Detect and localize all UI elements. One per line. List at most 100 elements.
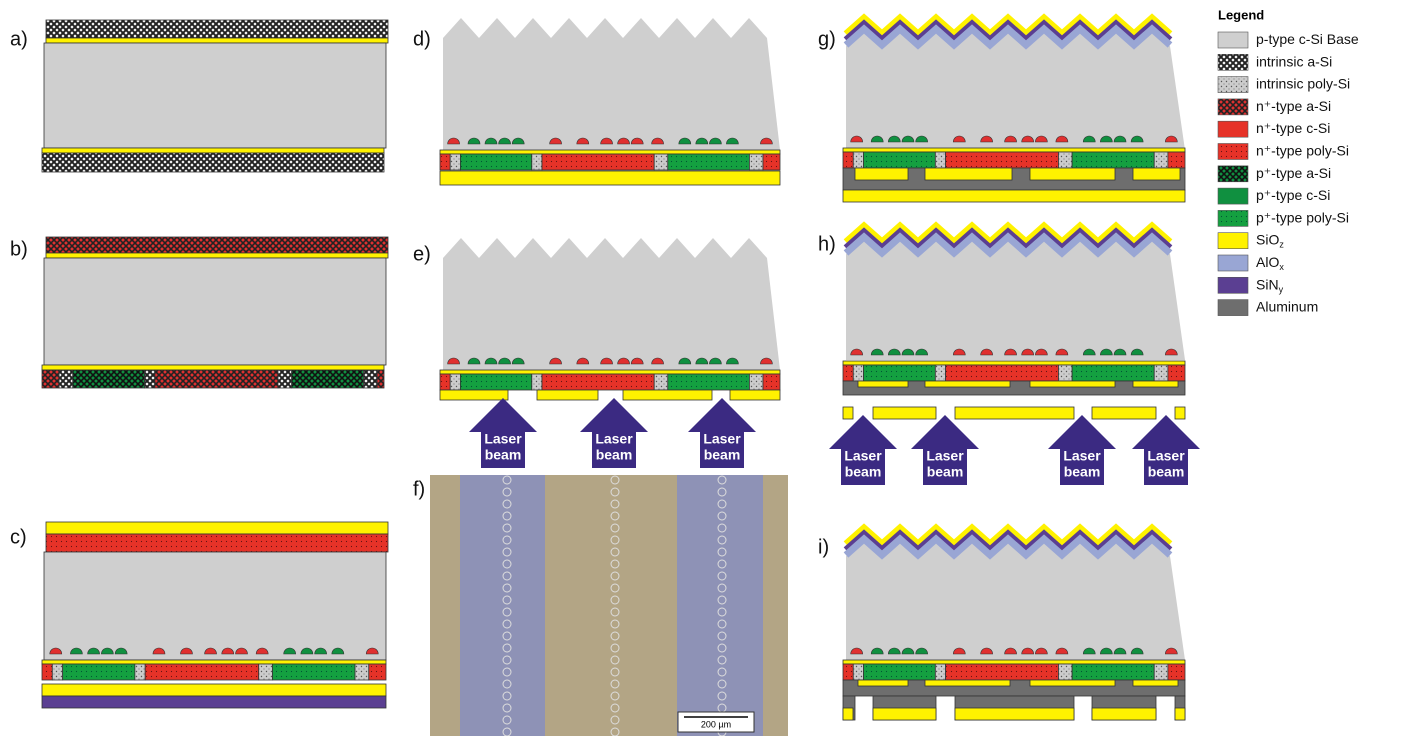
doped-region <box>460 154 531 170</box>
doped-region <box>460 374 531 390</box>
laser-label: beam <box>1064 464 1101 480</box>
legend-label: n⁺-type a-Si <box>1256 98 1331 114</box>
doped-region <box>369 664 386 680</box>
laser-label: Laser <box>1063 448 1101 464</box>
legend-swatch <box>1218 277 1248 293</box>
doped-region <box>542 374 654 390</box>
doped-region <box>1168 664 1185 680</box>
doped-region <box>42 664 52 680</box>
layer <box>46 20 388 38</box>
layer <box>955 407 1074 419</box>
legend-label: intrinsic poly-Si <box>1256 75 1350 91</box>
layer <box>46 38 388 43</box>
layer <box>925 680 1010 686</box>
legend-text: intrinsic poly-Si <box>1256 75 1350 91</box>
legend-swatch <box>1218 188 1248 204</box>
layer <box>843 190 1185 202</box>
layer <box>843 708 853 720</box>
doped-region <box>654 154 668 170</box>
layer <box>46 522 388 534</box>
legend-subscript: x <box>1279 262 1284 272</box>
doped-region <box>63 664 135 680</box>
doped-region <box>259 664 273 680</box>
doped-region <box>450 374 460 390</box>
panel-label: e) <box>413 243 431 265</box>
layer <box>925 381 1010 387</box>
laser-label: beam <box>1148 464 1185 480</box>
doped-region <box>440 374 450 390</box>
doped-region <box>155 370 278 388</box>
doped-region <box>1058 664 1072 680</box>
doped-region <box>946 365 1059 381</box>
doped-region <box>935 152 945 168</box>
legend-label: SiNy <box>1256 276 1284 295</box>
doped-region <box>42 370 59 388</box>
layer <box>537 390 598 400</box>
legend-subscript: z <box>1279 240 1284 250</box>
doped-region <box>145 664 259 680</box>
doped-region <box>853 365 863 381</box>
base-wafer <box>44 43 386 148</box>
doped-region <box>749 374 763 390</box>
legend-label: SiOz <box>1256 231 1284 250</box>
doped-region <box>843 152 853 168</box>
doped-region <box>355 664 369 680</box>
layer <box>843 407 853 419</box>
layer <box>1092 708 1156 720</box>
oxide <box>843 148 1185 152</box>
doped-region <box>668 154 750 170</box>
layer <box>46 534 388 552</box>
doped-region <box>668 374 750 390</box>
base-wafer <box>44 258 386 365</box>
doped-region <box>1154 664 1168 680</box>
doped-region <box>135 664 145 680</box>
doped-region <box>59 370 73 388</box>
doped-region <box>532 374 542 390</box>
layer <box>46 237 388 253</box>
layer <box>1175 708 1185 720</box>
legend-swatch <box>1218 144 1248 160</box>
oxide <box>440 150 780 154</box>
legend-text: Aluminum <box>1256 298 1318 314</box>
legend-text: SiN <box>1256 276 1279 292</box>
legend-label: p-type c-Si Base <box>1256 31 1359 47</box>
laser-label: beam <box>596 447 633 463</box>
legend-swatch <box>1218 99 1248 115</box>
laser-label: Laser <box>484 431 522 447</box>
layer <box>1133 381 1178 387</box>
doped-region <box>935 365 945 381</box>
laser-label: Laser <box>1147 448 1185 464</box>
laser-label: beam <box>927 464 964 480</box>
layer <box>1030 168 1115 180</box>
laser-label: Laser <box>844 448 882 464</box>
oxide <box>440 370 780 374</box>
base-wafer <box>443 18 780 150</box>
doped-region <box>278 370 292 388</box>
doped-region <box>1058 152 1072 168</box>
layer <box>1175 407 1185 419</box>
doped-region <box>946 664 1059 680</box>
legend-text: n⁺-type a-Si <box>1256 98 1331 114</box>
layer <box>858 680 908 686</box>
panel-label: b) <box>10 238 28 260</box>
layer <box>42 365 384 370</box>
panel-label: a) <box>10 28 28 50</box>
laser-label: beam <box>845 464 882 480</box>
doped-region <box>864 664 936 680</box>
layer <box>1030 680 1115 686</box>
legend-swatch <box>1218 166 1248 182</box>
oxide <box>843 361 1185 365</box>
legend-label: AlOx <box>1256 254 1284 273</box>
doped-region <box>377 370 384 388</box>
figure: a)b)c)d)e)f)g)h)i)LaserbeamLaserbeamLase… <box>0 0 1402 736</box>
doped-region <box>843 365 853 381</box>
layer <box>858 381 908 387</box>
layer <box>42 696 386 708</box>
legend-swatch <box>1218 233 1248 249</box>
doped-region <box>864 152 936 168</box>
oxide <box>42 660 386 664</box>
doped-region <box>440 154 450 170</box>
doped-region <box>763 154 780 170</box>
layer <box>46 253 388 258</box>
doped-region <box>853 152 863 168</box>
